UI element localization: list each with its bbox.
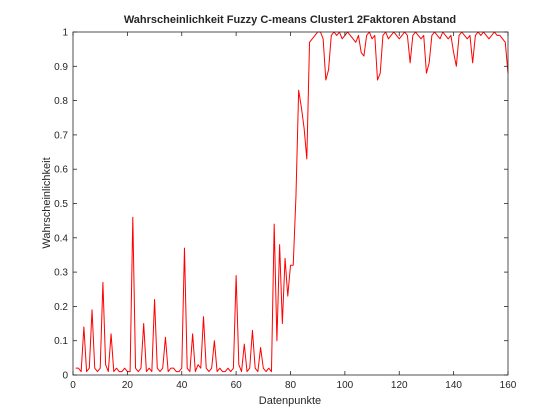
y-tick-label: 0.5 (54, 199, 68, 210)
y-tick-label: 0.9 (54, 62, 68, 73)
y-tick-label: 0.3 (54, 268, 68, 279)
y-axis-ticks: 0 0.1 0.2 0.3 0.4 0.5 0.6 0.7 0.8 0.9 1 (54, 28, 508, 382)
y-tick-label: 0.7 (54, 130, 68, 141)
y-tick-label: 0 (62, 371, 68, 382)
y-tick-label: 0.2 (54, 302, 68, 313)
x-tick-label: 0 (70, 380, 76, 391)
plot-area (73, 32, 508, 375)
y-tick-label: 0.4 (54, 233, 68, 244)
x-tick-label: 100 (337, 380, 354, 391)
y-tick-label: 0.6 (54, 165, 68, 176)
x-tick-label: 160 (500, 380, 517, 391)
y-tick-label: 0.1 (54, 336, 68, 347)
x-tick-label: 60 (231, 380, 243, 391)
x-tick-label: 140 (445, 380, 462, 391)
x-axis-ticks: 0 20 40 60 80 100 120 140 160 (70, 32, 517, 391)
y-axis-label: Wahrscheinlichkeit (41, 157, 53, 248)
y-tick-label: 0.8 (54, 96, 68, 107)
x-tick-label: 40 (176, 380, 188, 391)
x-axis-label: Datenpunkte (259, 395, 321, 407)
x-tick-label: 120 (391, 380, 408, 391)
series-line-1 (75, 31, 509, 373)
chart-title: Wahrscheinlichkeit Fuzzy C-means Cluster… (124, 14, 456, 26)
x-tick-label: 20 (122, 380, 134, 391)
series-layer (75, 31, 509, 373)
x-tick-label: 80 (285, 380, 297, 391)
y-tick-label: 1 (62, 28, 68, 39)
